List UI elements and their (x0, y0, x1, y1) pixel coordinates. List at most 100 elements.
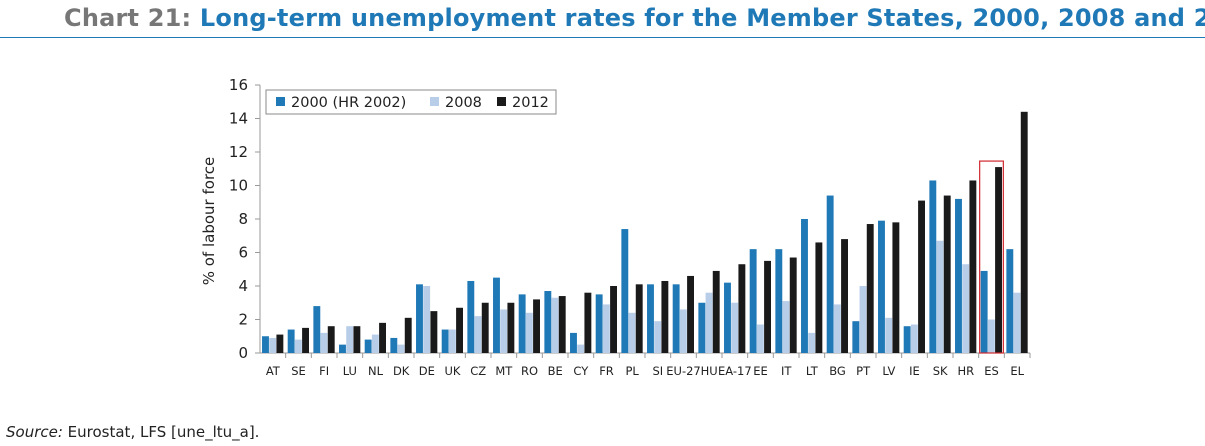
bar-2008 (577, 344, 585, 354)
bar-2008 (885, 317, 893, 353)
y-tick-label: 12 (229, 143, 248, 161)
x-category-label: EU-27 (666, 364, 700, 378)
bar-2000 (903, 326, 911, 353)
bar-2012 (327, 326, 335, 353)
x-category-label: EE (753, 364, 768, 378)
bar-2008 (859, 286, 867, 353)
bar-2008 (833, 304, 841, 353)
x-category-label: CY (573, 364, 589, 378)
bar-2000 (287, 329, 295, 353)
bar-2000 (801, 219, 808, 353)
bar-2012 (661, 280, 669, 353)
bar-2000 (544, 291, 552, 353)
source-text: Eurostat, LFS [une_ltu_a]. (62, 423, 260, 441)
bar-2012 (789, 257, 797, 353)
bar-2000 (698, 302, 706, 353)
y-tick-label: 8 (238, 210, 248, 228)
bar-2012 (610, 286, 617, 353)
bar-2008 (448, 329, 456, 353)
y-tick-label: 14 (229, 110, 248, 128)
bar-2000 (980, 270, 988, 353)
bar-2012 (635, 284, 643, 353)
bar-2012 (533, 299, 540, 353)
bar-2008 (525, 312, 533, 353)
bar-2012 (404, 317, 412, 353)
bar-2008 (269, 337, 277, 353)
bar-2000 (262, 336, 269, 353)
x-category-label: LT (806, 364, 819, 378)
legend-label: 2012 (512, 95, 549, 111)
bar-2012 (430, 311, 438, 354)
y-tick-label: 0 (238, 344, 248, 362)
bar-2000 (672, 284, 680, 353)
bar-2012 (1020, 111, 1028, 353)
bar-2000 (416, 284, 423, 353)
bar-2000 (467, 280, 475, 353)
y-axis-title: % of labour force (200, 157, 218, 286)
x-category-label: PL (625, 364, 639, 378)
bar-2000 (749, 249, 757, 353)
x-category-label: SI (652, 364, 663, 378)
source-label: Source: (6, 423, 63, 441)
bar-2008 (474, 316, 482, 353)
bar-2000 (595, 294, 603, 354)
bar-2008 (423, 286, 431, 353)
y-tick-label: 2 (238, 311, 248, 329)
x-category-label: RO (521, 364, 538, 378)
x-category-label: SK (933, 364, 948, 378)
x-category-label: PT (856, 364, 871, 378)
chart-title: Chart 21: Long-term unemployment rates f… (64, 4, 1205, 32)
bar-2008 (602, 304, 610, 353)
bar-2000 (826, 195, 834, 353)
x-category-label: SE (291, 364, 306, 378)
y-tick-label: 6 (238, 244, 248, 262)
bar-2012 (841, 239, 848, 353)
chart-title-text: Long-term unemployment rates for the Mem… (199, 4, 1205, 32)
bar-2012 (276, 334, 284, 353)
bar-2012 (481, 302, 489, 353)
highlight-box (979, 160, 1004, 354)
x-category-label: FI (319, 364, 329, 378)
bar-2000 (313, 306, 321, 353)
bar-2012 (918, 200, 925, 353)
bar-2008 (705, 292, 713, 353)
bar-2000 (775, 249, 783, 353)
bar-2008 (936, 240, 944, 353)
bar-2008 (782, 301, 790, 353)
bar-2008 (320, 332, 328, 353)
bar-2000 (518, 294, 526, 354)
legend-swatch (276, 97, 285, 106)
bar-2008 (371, 334, 379, 353)
x-category-label: AT (266, 364, 281, 378)
x-category-label: EL (1010, 364, 1024, 378)
bar-2000 (955, 198, 962, 353)
bar-2012 (995, 167, 1002, 353)
bar-2012 (687, 275, 694, 353)
bar-2000 (621, 229, 629, 353)
bar-2008 (679, 309, 687, 353)
bar-2000 (570, 332, 577, 353)
bar-2008 (731, 302, 739, 353)
bar-2012 (507, 302, 515, 353)
x-category-label: BG (829, 364, 846, 378)
x-category-label: IT (781, 364, 792, 378)
x-category-label: IE (909, 364, 920, 378)
bar-2008 (294, 339, 302, 353)
bar-2012 (456, 307, 463, 353)
bar-2012 (738, 264, 746, 353)
y-tick-label: 4 (238, 277, 248, 295)
bar-2000 (441, 329, 449, 353)
bar-2000 (647, 284, 654, 353)
bar-2012 (969, 180, 977, 353)
bar-2008 (1013, 292, 1021, 353)
legend-swatch (430, 97, 439, 106)
bar-2012 (302, 327, 309, 354)
x-category-label: HU (701, 364, 718, 378)
bar-2008 (500, 309, 508, 353)
bar-2000 (364, 339, 372, 353)
bar-2012 (815, 242, 823, 353)
bar-2008 (397, 344, 405, 354)
bar-2012 (764, 260, 771, 354)
bar-2012 (866, 224, 874, 353)
x-category-label: HR (958, 364, 975, 378)
